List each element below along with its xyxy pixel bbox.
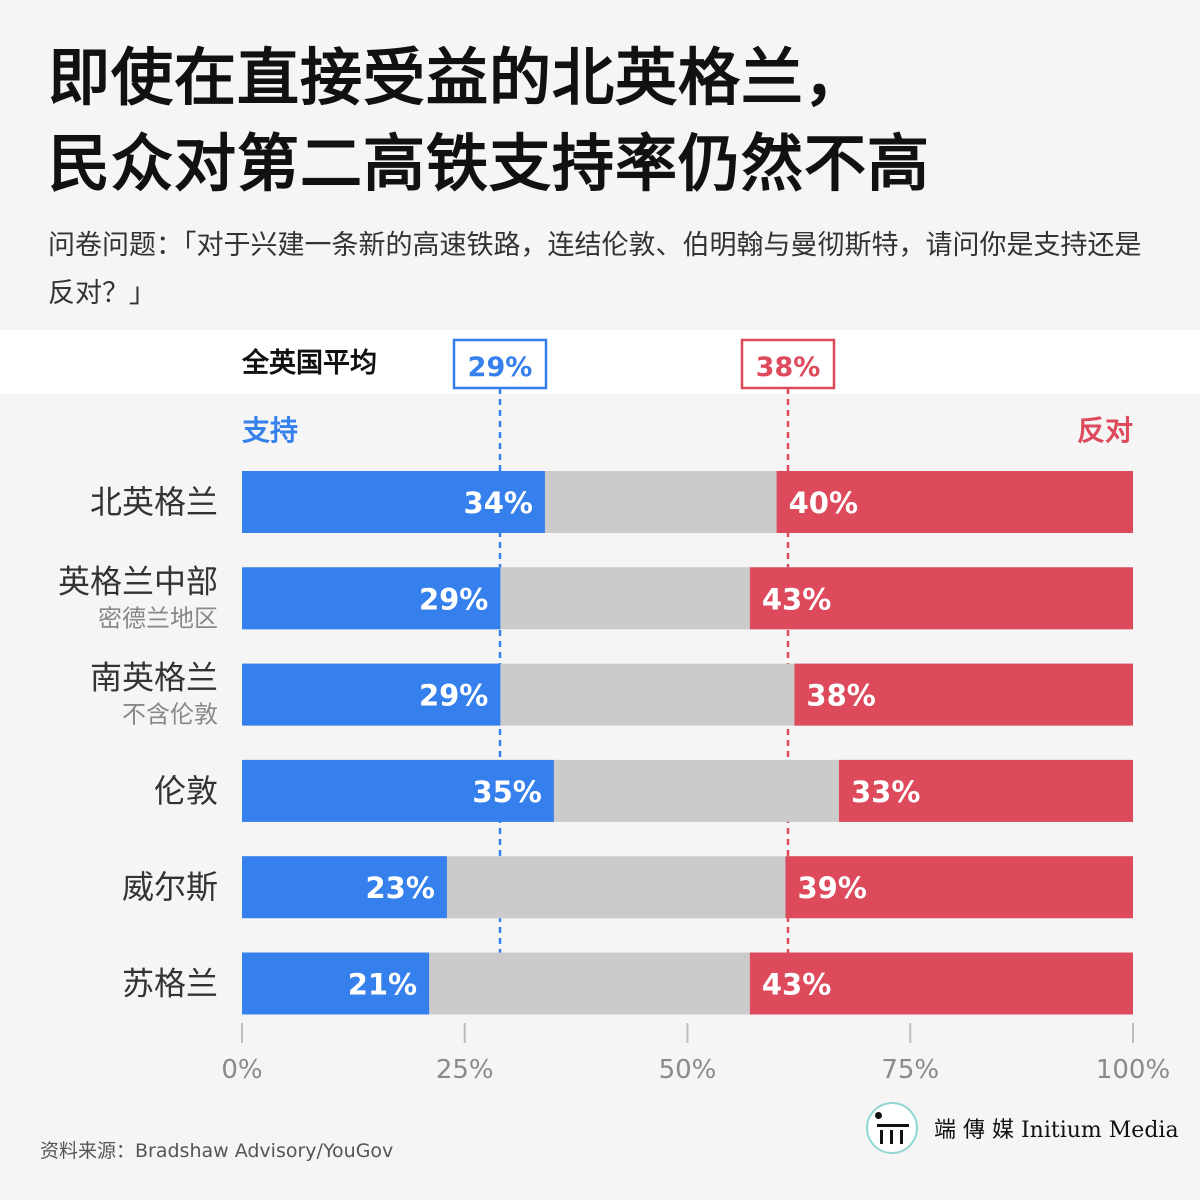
title-line-1: 即使在直接受益的北英格兰，	[48, 41, 868, 114]
category-label: 北英格兰	[90, 483, 218, 521]
x-tick-label: 100%	[1096, 1055, 1170, 1085]
x-tick-label: 0%	[221, 1055, 262, 1085]
bar-oppose	[794, 663, 1133, 726]
x-tick-label: 50%	[659, 1055, 717, 1085]
bar-oppose	[838, 759, 1133, 822]
source-note: 资料来源：Bradshaw Advisory/YouGov	[40, 1140, 394, 1162]
bar-oppose	[785, 856, 1133, 919]
category-label: 苏格兰	[122, 965, 218, 1003]
x-tick-label: 75%	[881, 1055, 939, 1085]
bar-support	[242, 567, 501, 630]
bar-support	[242, 952, 430, 1015]
oppose-value-label: 33%	[851, 775, 920, 809]
oppose-value-label: 43%	[762, 968, 831, 1002]
oppose-value-label: 39%	[798, 871, 867, 905]
category-sublabel: 不含伦敦	[122, 701, 218, 729]
category-label: 英格兰中部	[58, 562, 218, 600]
average-support-label: 29%	[468, 352, 533, 383]
bar-oppose	[776, 471, 1133, 533]
support-value-label: 35%	[472, 775, 541, 809]
oppose-value-label: 43%	[762, 582, 831, 616]
stacked-bar-chart: 全英国平均 29% 38% 支持 反对 34% 40% 北英格兰 29% 43% 英格兰中部密德兰地…	[0, 330, 1200, 1085]
bar-support	[242, 663, 501, 726]
oppose-heading: 反对	[1077, 414, 1133, 447]
support-value-label: 34%	[464, 486, 533, 520]
support-heading: 支持	[242, 414, 298, 447]
title-line-2: 民众对第二高铁支持率仍然不高	[48, 127, 931, 200]
support-value-label: 23%	[366, 871, 435, 905]
category-label: 南英格兰	[90, 659, 218, 697]
bar-support	[242, 471, 545, 533]
support-value-label: 29%	[419, 679, 488, 713]
bar-oppose	[749, 952, 1133, 1015]
bar-support	[242, 759, 554, 822]
x-tick-label: 25%	[436, 1055, 494, 1085]
logo-text: 端 傳 媒 Initium Media	[934, 1118, 1179, 1143]
oppose-value-label: 40%	[789, 486, 858, 520]
average-label: 全英国平均	[241, 347, 377, 379]
support-value-label: 21%	[348, 968, 417, 1002]
average-oppose-label: 38%	[756, 352, 821, 383]
bar-oppose	[749, 567, 1133, 630]
category-label: 威尔斯	[122, 868, 218, 906]
average-oppose-box	[740, 338, 836, 390]
bar-support	[242, 856, 447, 919]
subtitle: 问卷问题：「对于兴建一条新的高速铁路，连结伦敦、伯明翰与曼彻斯特，请问你是支持还…	[48, 230, 1142, 309]
publisher-logo: 端 傳 媒 Initium Media	[866, 1102, 1179, 1154]
category-label: 伦敦	[154, 772, 218, 810]
average-header-band	[0, 330, 1200, 394]
initium-logo-icon	[866, 1102, 918, 1154]
oppose-value-label: 38%	[806, 679, 875, 713]
category-sublabel: 密德兰地区	[98, 604, 218, 632]
support-value-label: 29%	[419, 582, 488, 616]
